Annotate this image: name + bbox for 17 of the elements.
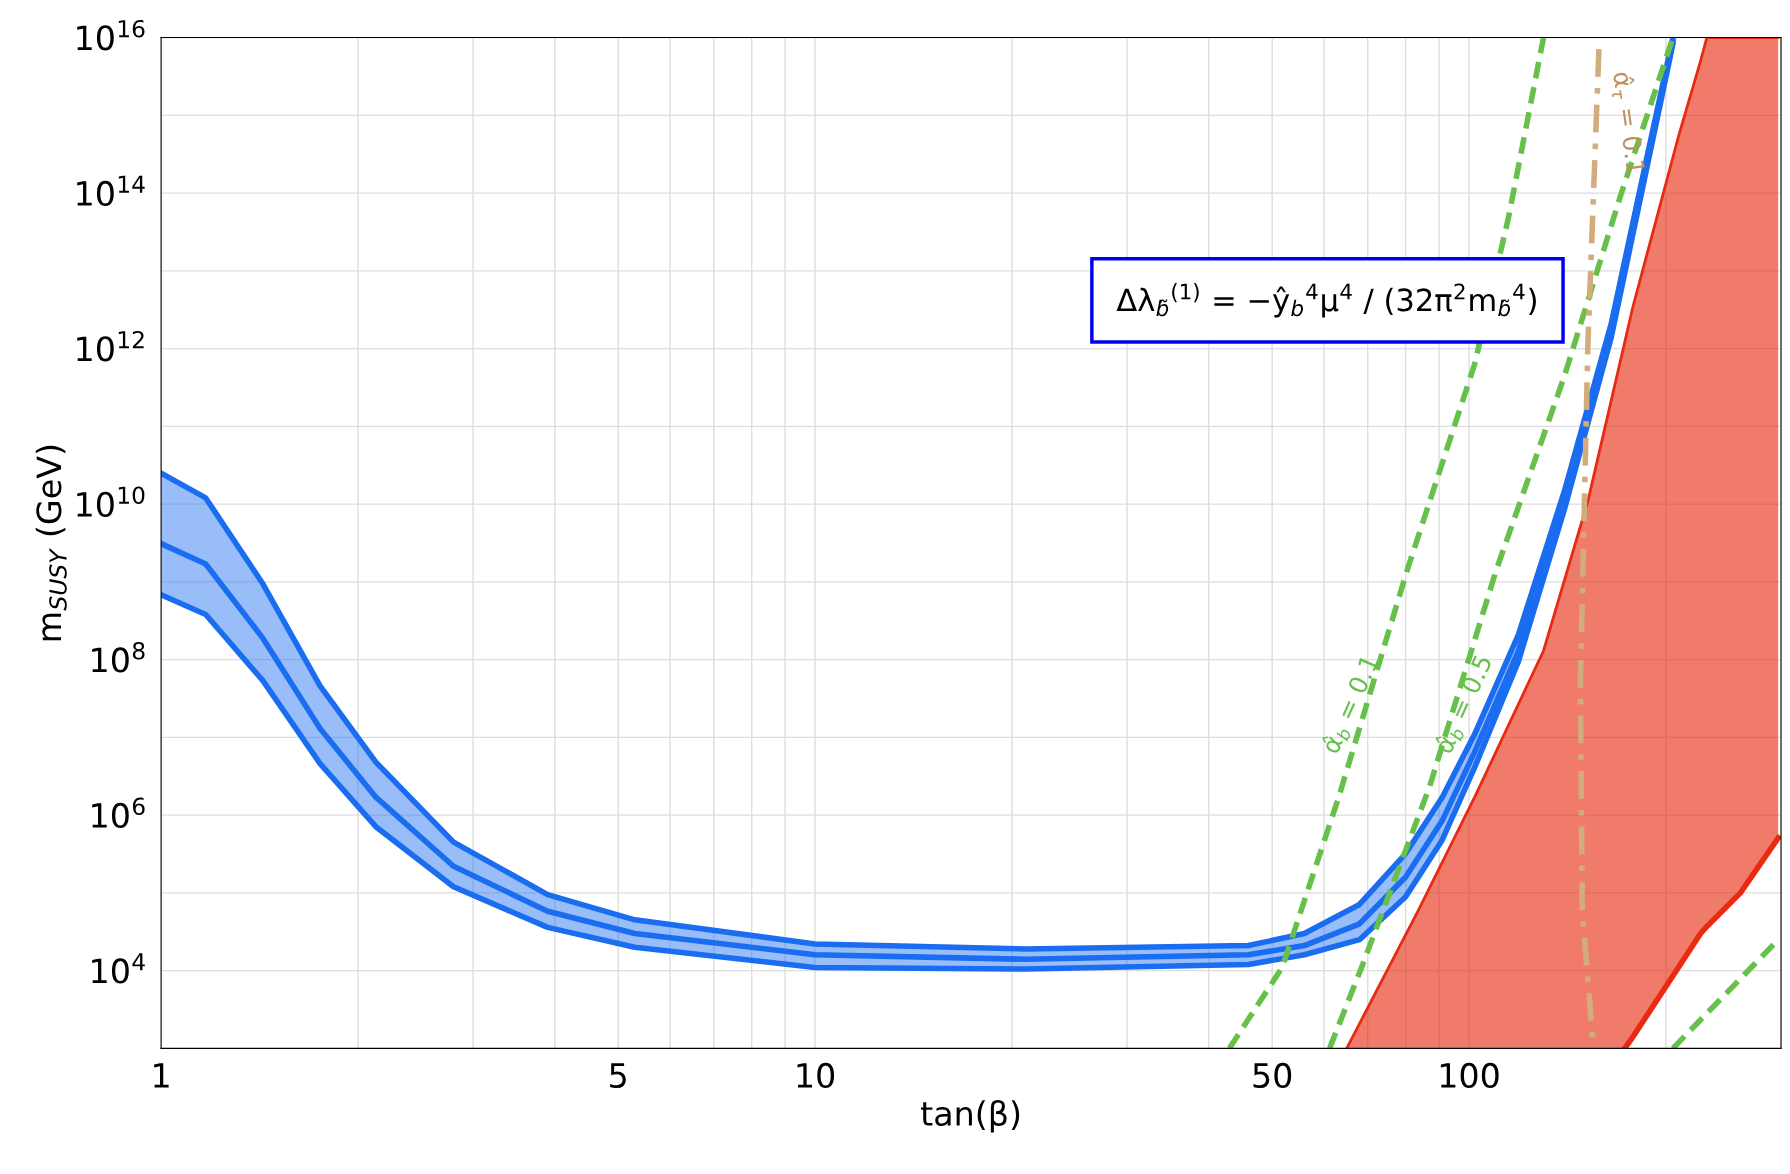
x-tick-label: 50	[1253, 1062, 1292, 1089]
y-tick-label: 10$^{16}$	[77, 19, 145, 51]
x-tick-label: 1	[154, 1063, 169, 1088]
text: Δλ$_{b̃}$$^{(1)}$ = −ŷ$_{b}$$^{4}$μ$^{4}$ / (32π$^{2}$m$_{b̃}$$^{4}$)	[1116, 283, 1536, 318]
y-tick-label: 10$^{8}$	[92, 641, 145, 673]
x-axis-title: tan(β)	[921, 1100, 1020, 1133]
x-tick-label: 10	[797, 1062, 835, 1089]
annotation: α̂$_{τ}$ = 0.1	[1609, 71, 1648, 175]
y-tick-label: 10$^{14}$	[77, 175, 145, 206]
y-tick-label: 10$^{4}$	[92, 953, 145, 984]
x-tick-label: 100	[1440, 1062, 1499, 1089]
y-tick-label: 10$^{6}$	[92, 797, 145, 828]
annotation: α̂$_{b}$ = 0.1	[1319, 653, 1383, 757]
y-tick-label: 10$^{12}$	[77, 330, 144, 362]
y-axis-title: m$_{SUSY}$ (GeV)	[35, 445, 67, 641]
y-tick-label: 10$^{10}$	[77, 486, 145, 517]
x-tick-label: 5	[610, 1063, 626, 1089]
